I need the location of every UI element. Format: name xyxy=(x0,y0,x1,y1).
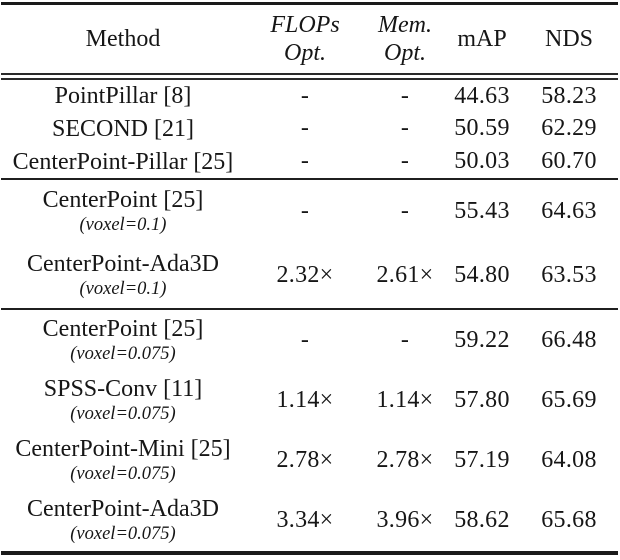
voxel-size-note: (voxel=0.075) xyxy=(70,403,176,424)
map-value-cell: 57.80 xyxy=(454,386,510,413)
nds-value-cell: 64.63 xyxy=(541,198,597,225)
map-value-cell: 44.63 xyxy=(454,82,510,109)
method-cell: CenterPoint [25] (voxel=0.075) xyxy=(0,315,246,366)
group-voxel-0-1: CenterPoint [25] (voxel=0.1) - - 55.43 6… xyxy=(0,180,620,308)
method-name: CenterPoint-Mini [25] xyxy=(15,436,231,463)
mem-value-cell: 1.14× xyxy=(376,386,434,413)
method-cell: CenterPoint-Mini [25] (voxel=0.075) xyxy=(0,435,246,486)
col-header-mem-line1: Mem. xyxy=(378,12,432,38)
col-header-flops-line1: FLOPs xyxy=(270,12,340,38)
method-name: CenterPoint [25] xyxy=(42,315,204,342)
flops-value-cell: 2.32× xyxy=(276,262,334,289)
table-row: CenterPoint [25] (voxel=0.075) - - 59.22… xyxy=(0,310,620,370)
nds-value-cell: 63.53 xyxy=(541,262,597,289)
col-header-flops-line2: Opt. xyxy=(284,40,326,66)
method-cell: CenterPoint-Ada3D (voxel=0.075) xyxy=(0,495,246,546)
header-double-rule xyxy=(1,73,618,80)
nds-value-cell: 62.29 xyxy=(541,115,597,142)
mem-value-cell: - xyxy=(400,148,410,175)
mem-value-cell: - xyxy=(400,326,410,353)
col-header-flops-opt: FLOPs Opt. xyxy=(246,11,364,67)
nds-value-cell: 65.68 xyxy=(541,507,597,534)
method-name: PointPillar [8] xyxy=(54,83,192,110)
map-value-cell: 57.19 xyxy=(454,447,510,474)
flops-value-cell: 1.14× xyxy=(276,386,334,413)
voxel-size-note: (voxel=0.075) xyxy=(70,524,176,545)
table-bottom-rule xyxy=(1,550,618,555)
voxel-size-note: (voxel=0.1) xyxy=(79,279,167,300)
map-value-cell: 55.43 xyxy=(454,198,510,225)
mem-value-cell: 2.61× xyxy=(376,262,434,289)
mem-value-cell: 2.78× xyxy=(376,447,434,474)
flops-value-cell: - xyxy=(300,198,310,225)
col-header-map: mAP xyxy=(457,26,507,52)
nds-value-cell: 66.48 xyxy=(541,326,597,353)
method-name: CenterPoint [25] xyxy=(42,187,204,214)
method-name: SECOND [21] xyxy=(52,115,194,142)
method-cell: PointPillar [8] xyxy=(0,82,246,110)
flops-value-cell: - xyxy=(300,326,310,353)
col-header-nds: NDS xyxy=(544,26,593,52)
map-value-cell: 54.80 xyxy=(454,262,510,289)
method-name: CenterPoint-Ada3D xyxy=(27,496,219,523)
nds-value-cell: 60.70 xyxy=(541,148,597,175)
table-row: CenterPoint-Pillar [25] - - 50.03 60.70 xyxy=(0,145,620,178)
table-row: CenterPoint-Mini [25] (voxel=0.075) 2.78… xyxy=(0,430,620,490)
flops-value-cell: 3.34× xyxy=(276,507,334,534)
method-cell: CenterPoint-Ada3D (voxel=0.1) xyxy=(0,250,246,301)
flops-value-cell: - xyxy=(300,148,310,175)
flops-value-cell: 2.78× xyxy=(276,447,334,474)
method-name: CenterPoint-Ada3D xyxy=(27,251,219,278)
group-separator-rule xyxy=(1,177,618,180)
table-top-rule xyxy=(1,2,618,5)
table-header-row: Method FLOPs Opt. Mem. Opt. mAP NDS xyxy=(0,5,620,73)
voxel-size-note: (voxel=0.1) xyxy=(79,215,167,236)
nds-value-cell: 64.08 xyxy=(541,447,597,474)
flops-value-cell: - xyxy=(300,115,310,142)
map-value-cell: 50.03 xyxy=(454,148,510,175)
flops-value-cell: - xyxy=(300,82,310,109)
table-row: SECOND [21] - - 50.59 62.29 xyxy=(0,113,620,146)
nds-value-cell: 65.69 xyxy=(541,386,597,413)
mem-value-cell: - xyxy=(400,82,410,109)
table-row: PointPillar [8] - - 44.63 58.23 xyxy=(0,80,620,113)
method-name: SPSS-Conv [11] xyxy=(43,375,203,402)
voxel-size-note: (voxel=0.075) xyxy=(70,464,176,485)
map-value-cell: 50.59 xyxy=(454,115,510,142)
map-value-cell: 59.22 xyxy=(454,326,510,353)
mem-value-cell: - xyxy=(400,115,410,142)
table-row: CenterPoint-Ada3D (voxel=0.1) 2.32× 2.61… xyxy=(0,244,620,308)
col-header-mem-opt: Mem. Opt. xyxy=(364,11,446,67)
method-cell: CenterPoint [25] (voxel=0.1) xyxy=(0,186,246,237)
method-cell: SECOND [21] xyxy=(0,115,246,143)
method-cell: SPSS-Conv [11] (voxel=0.075) xyxy=(0,375,246,426)
table-row: SPSS-Conv [11] (voxel=0.075) 1.14× 1.14×… xyxy=(0,370,620,430)
col-header-mem-line2: Opt. xyxy=(384,40,426,66)
col-header-method: Method xyxy=(85,26,161,52)
voxel-size-note: (voxel=0.075) xyxy=(70,343,176,364)
mem-value-cell: 3.96× xyxy=(376,507,434,534)
table-row: CenterPoint [25] (voxel=0.1) - - 55.43 6… xyxy=(0,180,620,244)
map-value-cell: 58.62 xyxy=(454,507,510,534)
group-baselines: PointPillar [8] - - 44.63 58.23 SECOND [… xyxy=(0,80,620,178)
table-row: CenterPoint-Ada3D (voxel=0.075) 3.34× 3.… xyxy=(0,491,620,551)
mem-value-cell: - xyxy=(400,198,410,225)
method-cell: CenterPoint-Pillar [25] xyxy=(0,148,246,176)
nds-value-cell: 58.23 xyxy=(541,82,597,109)
group-separator-rule xyxy=(1,307,618,310)
method-name: CenterPoint-Pillar [25] xyxy=(12,148,234,175)
group-voxel-0-075: CenterPoint [25] (voxel=0.075) - - 59.22… xyxy=(0,310,620,551)
